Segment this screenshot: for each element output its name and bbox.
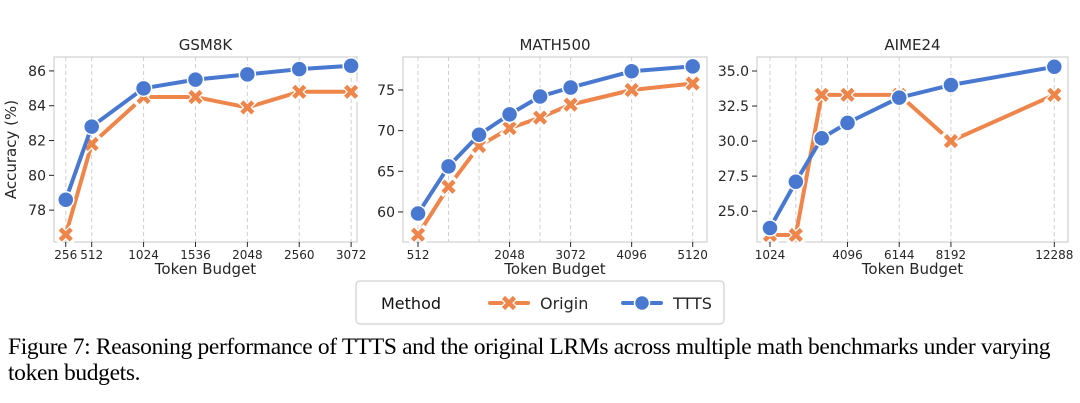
x-tick-label: 1536 [180,248,211,262]
plot-frame [402,56,708,243]
y-tick-label: 82 [28,134,46,150]
data-point-ttts [134,79,153,98]
data-point-origin [292,84,307,99]
x-tick-label: 8192 [936,248,967,262]
data-point-ttts [812,129,831,148]
x-tick-label: 256 [54,248,77,262]
data-point-origin [943,134,959,149]
y-tick-label: 84 [28,99,46,115]
x-tick-label: 2048 [494,248,525,262]
data-point-origin [1047,87,1062,102]
y-tick-label: 35.0 [718,64,749,80]
legend-label-origin: Origin [540,294,588,313]
data-point-ttts [409,204,427,223]
y-tick-label: 78 [28,203,46,219]
data-point-ttts [683,57,702,76]
y-tick-label: 80 [28,168,46,184]
x-tick-label: 1024 [128,248,159,262]
legend-label-ttts: TTTS [672,294,712,313]
y-tick-label: 65 [377,164,395,180]
chart-math500: MATH500 60 65 70 75 512 2048 3072 4096 5120 Token … [377,36,708,278]
x-tick-label: 6144 [884,248,915,262]
data-point-origin [533,110,548,125]
chart-gsm8k: GSM8K 78 80 82 84 86 256 512 1024 1536 2048 2560 307… [2,36,366,278]
y-tick-label: 30.0 [718,134,749,150]
y-tick-label: 86 [28,64,46,80]
y-tick-label: 32.5 [718,99,749,115]
series-line-origin [769,92,1056,237]
plot-frame [756,56,1069,243]
x-tick-label: 3072 [336,248,367,262]
legend: Method Origin TTTS [355,280,725,325]
data-point-origin [685,76,700,91]
data-point-origin [814,87,829,102]
x-tick-label: 1024 [755,248,786,262]
data-point-ttts [470,125,488,144]
data-point-ttts [82,117,101,136]
y-axis-label: Accuracy (%) [2,100,20,199]
data-point-ttts [622,62,641,81]
x-tick-label: 2560 [284,248,315,262]
legend-marker-x [501,295,517,311]
data-point-ttts [942,76,960,94]
data-point-ttts [838,114,857,132]
series-line-origin [416,81,693,236]
legend-marker-circle [633,294,651,312]
y-tick-label: 27.5 [718,169,749,185]
data-point-origin [410,227,426,242]
legend-box [355,280,725,325]
chart-aime24: AIME24 25.0 27.5 30.0 32.5 35.0 1024 4096 6144 81… [718,36,1074,278]
y-tick-label: 75 [377,83,395,99]
x-tick-label: 4096 [616,248,647,262]
data-point-origin [441,179,456,194]
chart-title: AIME24 [884,36,940,54]
plot-frame [53,56,358,243]
data-point-origin [58,227,73,242]
x-tick-label: 12288 [1035,248,1073,262]
data-point-ttts [787,172,805,191]
data-point-origin [344,84,359,99]
x-axis-label: Token Budget [503,260,606,278]
x-tick-label: 4096 [832,248,863,262]
x-axis-label: Token Budget [154,260,257,278]
data-point-ttts [1045,58,1064,76]
chart-title: MATH500 [519,36,590,54]
data-point-origin [240,100,255,115]
figure-caption: Figure 7: Reasoning performance of TTTS … [8,334,1051,386]
data-point-ttts [342,56,360,75]
data-point-ttts [761,219,779,237]
data-point-origin [188,89,203,105]
x-axis-label: Token Budget [861,260,964,278]
data-point-origin [840,87,855,102]
data-point-ttts [561,78,580,97]
x-tick-label: 2048 [232,248,263,262]
legend-title: Method [381,294,441,313]
data-point-ttts [890,88,908,107]
data-point-ttts [57,190,75,209]
y-tick-label: 25.0 [718,204,749,220]
data-point-origin [502,121,517,136]
y-tick-label: 70 [377,124,395,140]
chart-title: GSM8K [179,36,234,54]
data-point-origin [624,82,639,98]
data-point-ttts [531,87,549,106]
x-tick-label: 3072 [555,248,586,262]
x-tick-label: 5120 [677,248,708,262]
data-point-ttts [439,157,458,176]
data-point-ttts [238,65,257,84]
data-point-ttts [186,70,205,89]
data-point-origin [563,97,578,112]
data-point-ttts [500,105,519,124]
data-point-origin [788,227,803,243]
data-point-ttts [290,60,308,78]
x-tick-label: 512 [80,248,103,262]
x-tick-label: 512 [407,248,430,262]
y-tick-label: 60 [377,205,395,221]
